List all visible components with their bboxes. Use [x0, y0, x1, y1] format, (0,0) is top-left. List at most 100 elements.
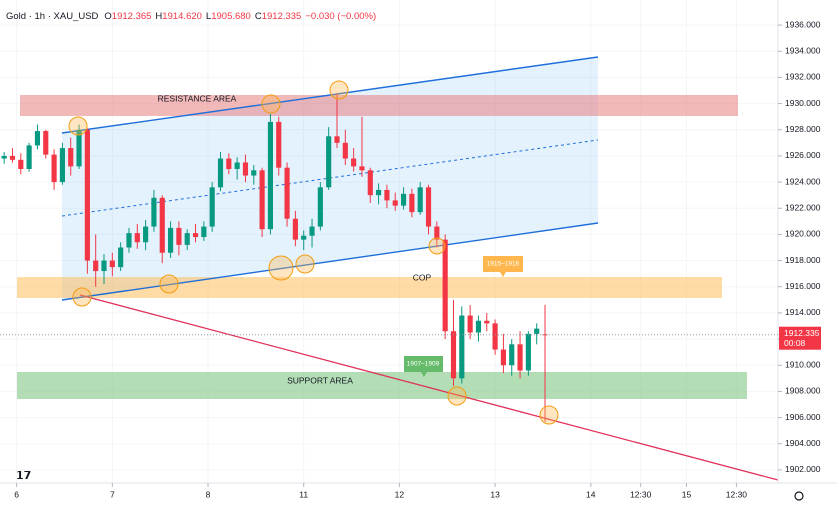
candle-body [309, 226, 315, 236]
candle-body [18, 159, 24, 169]
candle-body [9, 155, 16, 160]
candle-body [143, 226, 149, 243]
support-zone [17, 372, 747, 399]
candle-body [351, 158, 357, 167]
trend-line [79, 294, 779, 481]
ohlc-label: C [255, 11, 262, 22]
candle-body [400, 193, 407, 206]
candle-body [467, 315, 473, 333]
symbol-legend: Gold · 1h · XAU_USD O1912.365 H1914.620 L19… [6, 11, 376, 22]
candle-body [51, 154, 57, 183]
candle-body [134, 233, 140, 243]
cop-tag-label: 1915–1916 [487, 261, 520, 268]
candle-body [43, 131, 49, 155]
touch-circle [295, 254, 315, 274]
touch-circle [261, 94, 281, 114]
drawings [17, 56, 779, 481]
touch-circle [428, 237, 446, 255]
y-tick-label: 1916.000 [785, 281, 821, 291]
touch-circle [159, 274, 179, 294]
x-tick-label: 12:30 [630, 489, 652, 499]
candle-body [450, 331, 457, 379]
candle-body [317, 187, 323, 227]
y-tick-label: 1930.000 [785, 98, 821, 108]
candle-body [276, 121, 282, 168]
candle-body [292, 218, 298, 240]
candle-body [392, 200, 398, 206]
candle-body [509, 344, 515, 366]
candle-body [159, 197, 165, 253]
y-tick-label: 1906.000 [785, 412, 821, 422]
candle-body [201, 226, 207, 238]
x-tick-label: 14 [586, 489, 596, 499]
candle-body [192, 233, 199, 238]
x-tick-label: 12:30 [726, 489, 748, 499]
countdown-label: 00:08 [784, 338, 806, 348]
candle-body [226, 158, 232, 169]
ohlc-value: 1905.680 [211, 11, 251, 22]
y-tick-label: 1910.000 [785, 360, 821, 370]
change: −0.030 (−0.00%) [305, 11, 376, 22]
x-tick-label: 6 [14, 489, 19, 499]
candle-body [126, 233, 132, 248]
x-tick-label: 8 [206, 489, 211, 499]
candle-body [1, 155, 7, 159]
candle-body [326, 136, 332, 188]
candle-body [26, 145, 32, 169]
ohlc-value: 1912.335 [262, 11, 302, 22]
last-price-box [779, 326, 821, 350]
resistance-label: RESISTANCE AREA [158, 93, 237, 103]
y-tick-label: 1936.000 [785, 19, 821, 29]
header: Gold · 1h · XAU_USD O1912.365 H1914.620 L19… [6, 11, 376, 22]
logo: 𝟭𝟳 [16, 470, 31, 482]
y-tick-label: 1904.000 [785, 438, 821, 448]
candle-body [259, 170, 265, 230]
touch-circle [329, 80, 349, 100]
ohlc-label: L [206, 11, 211, 22]
candle-body [76, 129, 82, 167]
candle-body [359, 166, 365, 171]
tag-shape [483, 256, 523, 277]
y-tick-label: 1922.000 [785, 203, 821, 213]
touch-points [68, 80, 559, 425]
y-tick-label: 1932.000 [785, 72, 821, 82]
x-tick-label: 11 [299, 489, 308, 499]
y-tick-label: 1902.000 [785, 464, 821, 474]
tag-shape [404, 356, 443, 377]
candle-body [68, 148, 74, 167]
candle-body [417, 187, 423, 213]
candle-body [242, 162, 249, 176]
touch-circle [539, 405, 559, 425]
candle-body [425, 187, 432, 227]
candle-body [384, 189, 390, 201]
touch-circle [447, 386, 467, 406]
candle-body [475, 320, 482, 333]
x-tick-label: 15 [682, 489, 692, 499]
touch-circle [68, 116, 88, 136]
candle-body [376, 189, 382, 196]
cop-zone [17, 277, 722, 298]
settings-icon[interactable] [794, 491, 804, 501]
y-tick-label: 1920.000 [785, 229, 821, 239]
ohlc-label: O [104, 11, 111, 22]
candle-body [492, 323, 498, 350]
candle-body [234, 162, 240, 169]
symbol: Gold · 1h · XAU_USD [6, 11, 99, 22]
candle-body [34, 131, 41, 146]
y-tick-label: 1934.000 [785, 46, 821, 56]
x-tick-label: 13 [490, 489, 500, 499]
cop-label: COP [413, 272, 432, 282]
cop-tag: 1915–1916 [483, 256, 523, 277]
y-tick-label: 1908.000 [785, 386, 821, 396]
candle-body [209, 187, 215, 227]
x-tick-label: 7 [110, 489, 115, 499]
candle-body [84, 129, 90, 261]
candle-body [342, 142, 348, 159]
candle-body [500, 349, 506, 366]
candles [1, 93, 548, 422]
candle-body [434, 226, 440, 240]
candle-body [284, 167, 290, 219]
candle-body [118, 247, 124, 268]
touch-circle [268, 255, 294, 281]
